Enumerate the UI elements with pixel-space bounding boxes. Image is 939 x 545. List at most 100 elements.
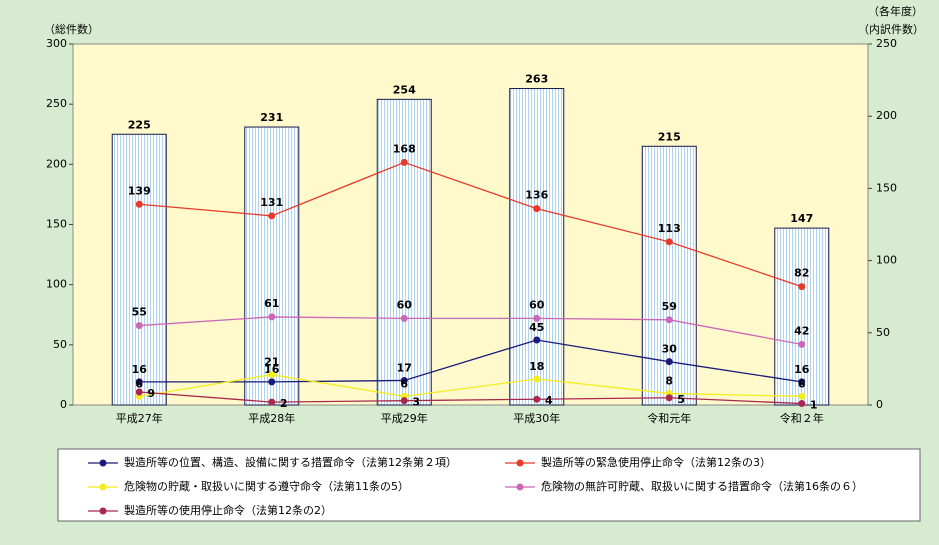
- x-tick-label: 令和２年: [780, 411, 824, 425]
- y-tick-label: 150: [46, 218, 67, 231]
- point: [798, 283, 806, 291]
- data-label: 113: [658, 222, 681, 235]
- y-tick-label: 0: [60, 398, 67, 411]
- data-label: 16: [264, 363, 280, 376]
- legend-label: 危険物の貯蔵・取扱いに関する遵守命令（法第11条の5）: [124, 479, 409, 493]
- data-label: 16: [794, 363, 810, 376]
- data-label: 215: [658, 130, 681, 143]
- x-tick-label: 平成30年: [513, 411, 560, 425]
- data-label: 55: [132, 306, 147, 319]
- point: [665, 238, 673, 246]
- bar: [509, 88, 565, 406]
- point: [268, 398, 276, 406]
- data-label: 168: [393, 142, 416, 155]
- legend: [57, 448, 921, 522]
- legend-label: 製造所等の使用停止命令（法第12条の2）: [124, 503, 332, 517]
- x-tick-label: 平成29年: [381, 411, 428, 425]
- point: [665, 316, 673, 324]
- line: [139, 316, 802, 345]
- legend-marker: [516, 483, 524, 491]
- data-label: 5: [677, 393, 685, 406]
- y2-tick-label: 250: [876, 37, 897, 50]
- data-label: 9: [147, 387, 155, 400]
- data-label: 6: [400, 377, 408, 390]
- data-label: 147: [790, 212, 813, 225]
- legend-marker: [99, 483, 107, 491]
- legend-label: 製造所等の位置、構造、設備に関する措置命令（法第12条第２項）: [124, 455, 457, 469]
- y2-tick-label: 0: [876, 398, 883, 411]
- point: [798, 340, 806, 348]
- bar: [111, 133, 167, 406]
- x-tick-label: 令和元年: [647, 411, 691, 425]
- data-label: 4: [545, 394, 553, 407]
- data-label: 18: [529, 360, 544, 373]
- point: [135, 200, 143, 208]
- bar: [774, 227, 830, 406]
- point: [533, 314, 541, 322]
- data-label: 8: [665, 374, 673, 387]
- data-label: 17: [397, 361, 412, 374]
- data-label: 30: [662, 343, 678, 356]
- data-label: 45: [529, 321, 544, 334]
- data-label: 6: [135, 377, 143, 390]
- data-label: 136: [525, 189, 548, 202]
- point: [400, 397, 408, 405]
- data-label: 3: [412, 396, 420, 409]
- y2-tick-label: 200: [876, 109, 897, 122]
- line: [139, 391, 802, 405]
- legend-label: 製造所等の緊急使用停止命令（法第12条の3）: [541, 455, 771, 469]
- data-label: 2: [280, 397, 288, 410]
- point: [798, 400, 806, 408]
- y2-tick-label: 100: [876, 254, 897, 267]
- y-tick-label: 100: [46, 278, 67, 291]
- x-tick-label: 平成27年: [116, 411, 163, 425]
- point: [798, 392, 806, 400]
- line: [139, 339, 802, 383]
- data-label: 231: [260, 111, 283, 124]
- point: [533, 336, 541, 344]
- point: [135, 378, 143, 386]
- y-tick-label: 50: [53, 338, 67, 351]
- point: [400, 314, 408, 322]
- point: [400, 376, 408, 384]
- point: [135, 322, 143, 330]
- point: [533, 395, 541, 403]
- x-tick-label: 平成28年: [248, 411, 295, 425]
- point: [400, 158, 408, 166]
- data-label: 42: [794, 324, 809, 337]
- y-tick-label: 300: [46, 37, 67, 50]
- data-label: 21: [264, 356, 279, 369]
- data-label: 131: [260, 196, 283, 209]
- data-label: 16: [132, 363, 148, 376]
- data-label: 60: [529, 298, 545, 311]
- point: [135, 388, 143, 396]
- legend-label: 危険物の無許可貯蔵、取扱いに関する措置命令（法第16条の６）: [541, 479, 863, 493]
- data-label: 225: [128, 118, 151, 131]
- point: [665, 394, 673, 402]
- y-tick-label: 200: [46, 157, 67, 170]
- data-label: 60: [397, 298, 413, 311]
- data-label: 254: [393, 83, 416, 96]
- y2-tick-label: 50: [876, 326, 890, 339]
- data-label: 139: [128, 184, 151, 197]
- legend-marker: [516, 459, 524, 467]
- y2-axis-label: （各年度）: [868, 4, 923, 18]
- point: [533, 205, 541, 213]
- point: [268, 378, 276, 386]
- point: [533, 375, 541, 383]
- point: [268, 212, 276, 220]
- y2-axis-label: （内訳件数）: [858, 22, 924, 36]
- bar: [376, 98, 432, 406]
- line: [139, 161, 802, 288]
- legend-marker: [99, 459, 107, 467]
- plot-area: [72, 43, 869, 406]
- point: [268, 313, 276, 321]
- data-label: 59: [662, 300, 677, 313]
- point: [665, 358, 673, 366]
- data-label: 1: [810, 399, 818, 412]
- y2-tick-label: 150: [876, 181, 897, 194]
- data-label: 61: [264, 297, 279, 310]
- y-axis-label: （総件数）: [44, 22, 99, 36]
